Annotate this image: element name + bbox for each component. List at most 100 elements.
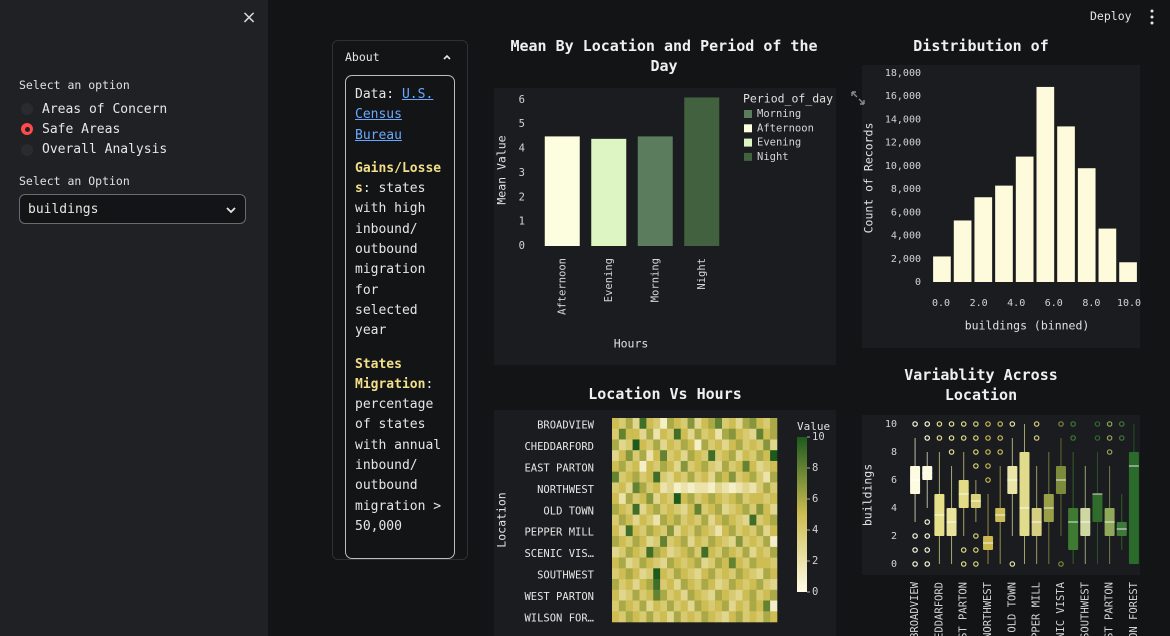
heatmap-cell [667,450,675,462]
heatmap-cell [632,428,640,440]
heatmap-cell [660,579,668,591]
heatmap-cell [770,460,778,472]
heatmap-cell [680,589,688,601]
heatmap-cell [742,428,750,440]
bold-text: Gains/Losses [355,160,442,197]
box-body [1092,494,1103,522]
heatmap-cell [749,439,757,451]
heatmap-cell [715,439,723,451]
heatmap-cell [728,450,737,462]
heatmap-cell [742,460,750,472]
heatmap-cell [653,514,661,526]
x-tick-label: 2.0 [970,298,988,309]
selectbox[interactable]: buildings [19,194,246,224]
heatmap-cell [687,493,695,505]
heatmap-cell [756,579,764,591]
close-sidebar[interactable]: × [241,7,257,28]
heatmap-cell [687,611,695,623]
expander-title[interactable]: About [345,50,380,64]
chevron-up[interactable] [441,51,453,63]
heatmap-cell [625,589,633,601]
heatmap-cell [763,568,771,580]
y-tick-label: 6 [891,475,897,486]
box-outlier [1094,435,1101,441]
y-axis-title: buildings [861,464,875,526]
heatmap-cell [667,493,675,505]
x-tick-label: 4.0 [1007,298,1025,309]
heatmap-cell [660,546,668,558]
radio-option[interactable]: Overall Analysis [19,140,167,160]
heatmap-cell [612,525,620,537]
heatmap-cell [680,600,688,612]
radio-text: Safe Areas [42,121,121,137]
link[interactable]: U.S. Census Bureau [355,87,434,143]
heatmap-cell [612,482,620,494]
radio-text: Areas of Concern [42,101,168,117]
box-outlier [1106,435,1113,441]
heatmap-cell [660,611,668,623]
heatmap-cell [639,568,647,580]
box-body [1019,452,1030,536]
x-tick-label: NORTHWEST [982,581,994,636]
bar [684,97,720,246]
heatmap-cell [667,568,675,580]
heatmap-cell [612,450,620,462]
box-outlier [936,435,943,441]
chart-title: Mean By Location and Period of the Day [510,37,818,75]
heatmap-cell [612,611,620,623]
main-menu[interactable] [1146,7,1158,27]
heatmap-cell [612,600,620,612]
box-body [1128,452,1139,564]
heatmap-cell [694,536,702,548]
heatmap-cell [639,471,647,483]
text: : percentage of states with annual inbou… [355,376,442,534]
histogram-bar [1057,126,1075,283]
radio-option[interactable]: Areas of Concern [19,99,167,119]
heatmap-cell [756,514,764,526]
heatmap-cell [646,600,654,612]
heatmap-cell [667,611,675,623]
y-tick-label: 0 [519,240,525,252]
heatmap-cell [735,418,743,430]
heatmap-cell [742,482,750,494]
box-outlier [1033,435,1040,441]
heatmap-cell [680,418,688,430]
heatmap-cell [749,557,757,569]
box-outlier [912,561,918,567]
heatmap-cell [770,450,778,462]
heatmap-cell [667,428,675,440]
deploy-button[interactable]: Deploy [1090,9,1132,23]
heatmap-cell [715,557,723,569]
heatmap-cell [722,557,730,569]
heatmap-cell [715,482,723,494]
heatmap-cell [715,418,723,430]
box-outlier [948,449,955,455]
heatmap-cell [653,439,661,451]
box-outlier [912,421,918,427]
heatmap-cell [653,525,661,537]
heatmap-cell [694,568,702,580]
y-tick-label: PEPPER MILL [524,527,594,539]
radio-option[interactable]: Safe Areas [19,119,167,139]
heatmap-cell [756,546,764,558]
heatmap-cell [722,611,730,623]
heatmap-cell [742,514,750,526]
box-outlier [924,421,931,427]
box-outlier [985,449,991,455]
x-tick-label: OLD TOWN [1006,582,1018,633]
heatmap-cell [763,525,771,537]
heatmap-cell [639,503,647,515]
x-tick-label: Evening [603,258,615,302]
heatmap-cell [618,525,627,537]
y-tick-label: SCENIC VIS… [524,548,594,560]
about-paragraph: Gains/Losses: states with high inbound/ … [355,159,445,342]
heatmap-cell [687,514,695,526]
heatmap-cell [770,514,778,526]
heatmap-cell [646,503,654,515]
heatmap-cell [660,428,668,440]
heatmap-cell [708,611,716,623]
heatmap-cell [653,579,661,591]
heatmap-cell [742,418,750,430]
fullscreen-button[interactable] [849,89,867,107]
